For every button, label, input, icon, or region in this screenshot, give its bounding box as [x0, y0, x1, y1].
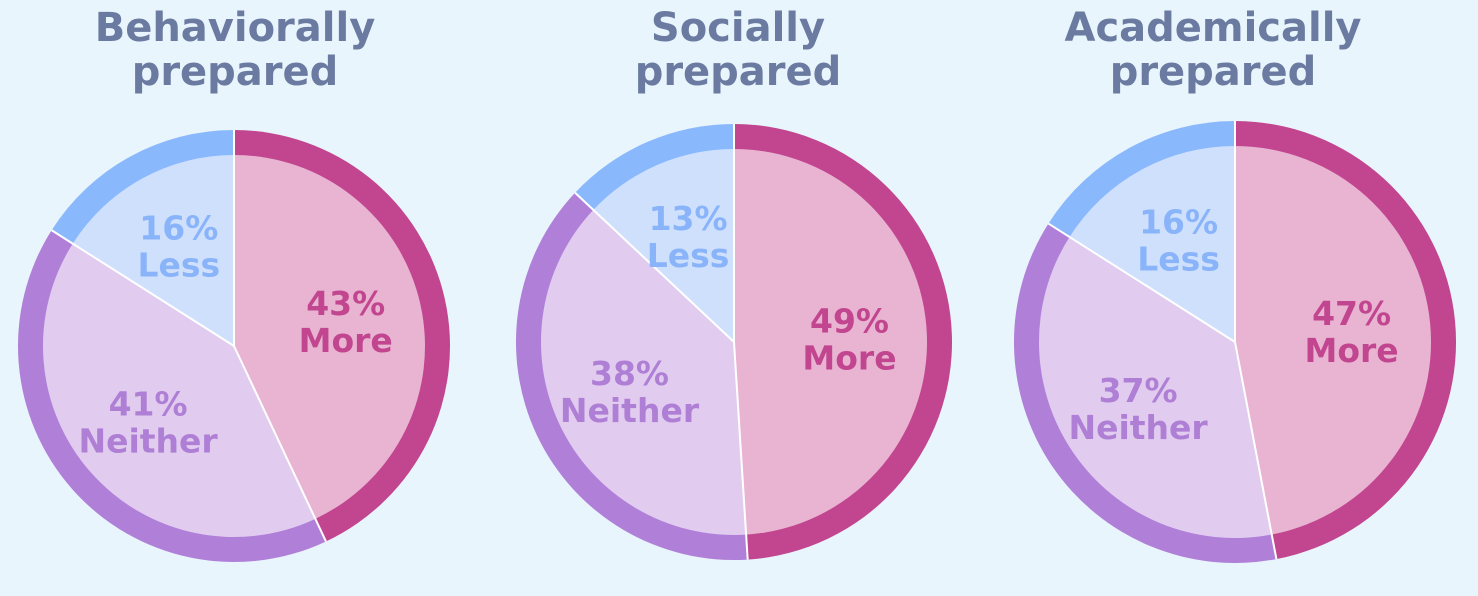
pie-3: 47%More 37%Neither 16%Less	[1013, 121, 1457, 564]
pie-slice-divider	[1234, 341, 1278, 560]
pie-slice-divider	[233, 345, 327, 542]
pie-slice-neither	[43, 243, 316, 537]
pie-slice-percent-less: 16%	[1139, 202, 1218, 241]
pie-slice-label-neither: Neither	[78, 422, 218, 461]
chart-title-line-2: prepared	[1109, 49, 1317, 95]
chart-title-line-2: prepared	[634, 49, 842, 95]
pie-slice-percent-neither: 38%	[590, 354, 669, 393]
pie-slice-divider	[1047, 222, 1236, 343]
pie-slice-more	[234, 155, 425, 519]
chart-title-line-1: Academically	[1064, 5, 1362, 51]
pie-slice-less	[1069, 146, 1235, 342]
pie-slice-neither	[1038, 236, 1272, 539]
pie-slice-percent-more: 49%	[810, 301, 889, 340]
pie-slice-label-less: Less	[137, 246, 220, 285]
pie-slice-divider	[574, 192, 735, 343]
pie-slice-divider	[733, 341, 749, 560]
pie-slice-less	[593, 149, 734, 342]
pie-slice-less	[72, 155, 234, 346]
pie-slice-percent-less: 16%	[139, 209, 218, 248]
pie-slice-label-neither: Neither	[560, 391, 700, 430]
pie-slice-label-less: Less	[647, 236, 730, 275]
pie-slice-percent-neither: 41%	[109, 385, 188, 424]
chart-title-academically-prepared: Academically prepared	[993, 6, 1433, 94]
chart-title-line-2: prepared	[131, 49, 339, 95]
pie-slice-label-less: Less	[1137, 239, 1220, 278]
pie-slice-label-more: More	[802, 338, 896, 377]
pie-slice-divider	[51, 229, 235, 347]
pie-slice-percent-neither: 37%	[1099, 371, 1178, 410]
pie-1: 43%More 41%Neither 16%Less	[18, 130, 450, 562]
pie-slice-label-more: More	[299, 321, 393, 360]
pie-slice-more	[734, 149, 928, 535]
pie-slice-more	[1235, 145, 1432, 535]
chart-title-line-1: Socially	[650, 5, 826, 51]
chart-title-socially-prepared: Socially prepared	[518, 6, 958, 94]
chart-title-line-1: Behaviorally	[94, 5, 376, 51]
pie-2: 49%More 38%Neither 13%Less	[515, 123, 953, 561]
pie-slice-percent-more: 47%	[1312, 294, 1391, 333]
pie-slice-label-more: More	[1305, 331, 1399, 370]
pie-slice-neither	[540, 209, 747, 536]
chart-title-behaviorally-prepared: Behaviorally prepared	[15, 6, 455, 94]
pie-slice-percent-more: 43%	[306, 284, 385, 323]
pie-slice-label-neither: Neither	[1068, 408, 1208, 447]
pie-slice-percent-less: 13%	[649, 199, 728, 238]
